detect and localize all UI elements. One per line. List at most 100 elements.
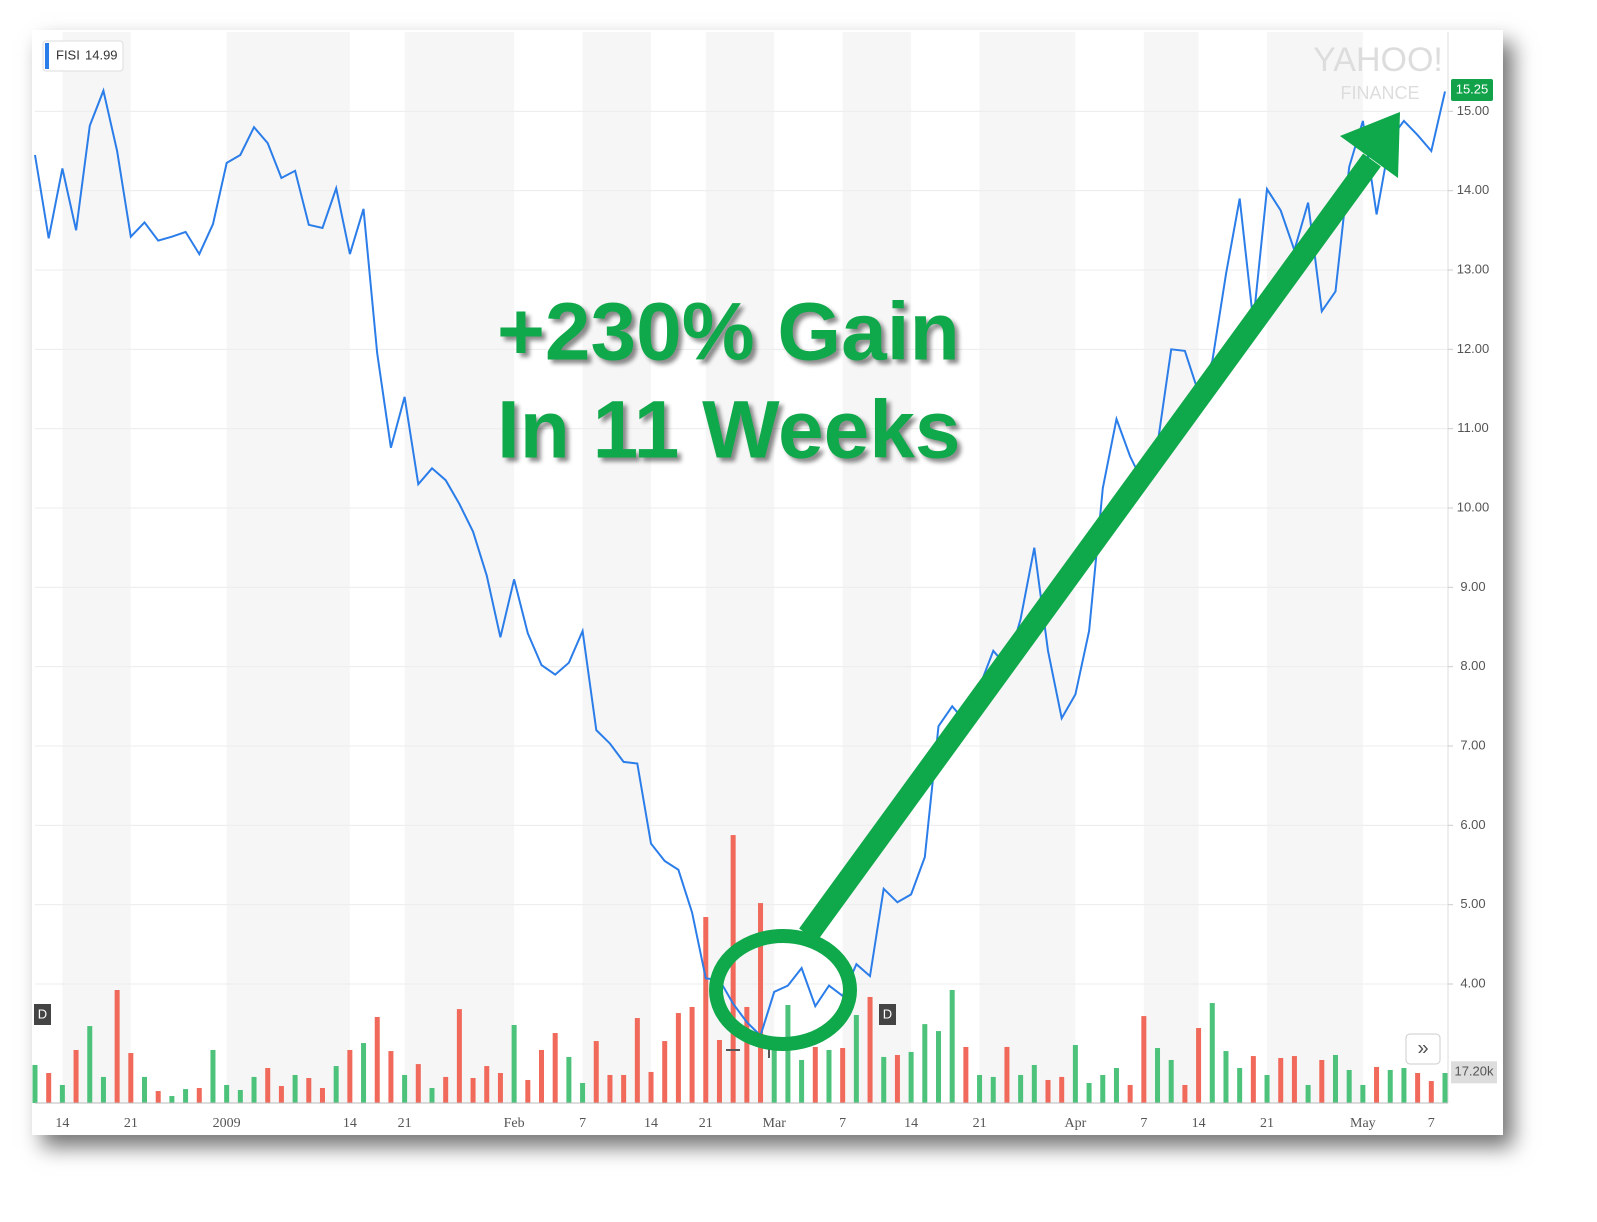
volume-bar [758, 903, 764, 1103]
volume-bar [949, 990, 955, 1103]
volume-bar [470, 1078, 476, 1103]
week-band [62, 32, 131, 1103]
volume-bar [675, 1013, 681, 1103]
volume-bar [607, 1074, 613, 1103]
volume-bar [443, 1076, 449, 1103]
volume-bar [237, 1089, 243, 1103]
volume-bar [634, 1018, 640, 1103]
week-band [404, 32, 515, 1103]
annotation: In 11 Weeks [497, 385, 960, 476]
y2-tick-box [1451, 1061, 1497, 1084]
x-tick-label: 14 [1192, 1116, 1206, 1131]
logo-bottom: FINANCE [1340, 83, 1419, 103]
x-tick-label: 2009 [213, 1116, 241, 1131]
volume-bar [552, 1033, 558, 1103]
volume-bar [1072, 1044, 1078, 1103]
y-tick-label: 10.00 [1457, 499, 1490, 514]
volume-bar [1387, 1069, 1393, 1103]
volume-bar [374, 1016, 380, 1103]
axes: 14 21 2009 14 21 Feb 7 14 21 Mar 7 14 21 Apr 7 14 21 May 7… [55, 103, 1497, 1131]
volume-bar [456, 1009, 462, 1103]
volume-bar [46, 1073, 52, 1103]
legend-box [42, 40, 124, 72]
volume-bar [539, 1049, 545, 1103]
volume-bar [826, 1049, 832, 1103]
x-tick-label: Feb [504, 1116, 525, 1131]
y-tick-label: 14.00 [1457, 182, 1490, 197]
event-marker[interactable] [879, 1004, 896, 1025]
volume-bar [894, 1054, 900, 1103]
x-tick-label: 14 [904, 1116, 918, 1131]
legend-name: FISI [56, 47, 80, 62]
x-tick-label: 21 [1260, 1116, 1274, 1131]
volume-bar [1031, 1064, 1037, 1103]
scroll-button-label: » [1417, 1037, 1428, 1059]
volume-bar [292, 1074, 298, 1103]
volume-bar [1291, 1056, 1297, 1103]
trend-arrow-head [1340, 112, 1400, 178]
x-tick-label: 7 [579, 1116, 586, 1131]
volume-bar [497, 1073, 503, 1103]
volume-bar [1045, 1079, 1051, 1103]
x-tick-label: 21 [124, 1116, 138, 1131]
volume-bar [977, 1074, 983, 1103]
y-tick-label: 9.00 [1460, 579, 1485, 594]
volume-bar [278, 1086, 284, 1103]
volume-bar [155, 1091, 161, 1103]
volume-bar [689, 1006, 695, 1103]
x-tick-label: 7 [1140, 1116, 1147, 1131]
volume-bar [1264, 1074, 1270, 1103]
volume-bar [525, 1079, 531, 1103]
volume-bar [32, 1064, 38, 1103]
volume-bar [771, 1044, 777, 1103]
volume-bar [114, 990, 120, 1103]
volume-bar [100, 1076, 106, 1103]
y-tick-label: 7.00 [1460, 737, 1485, 752]
week-band [842, 32, 912, 1103]
volume-bar [59, 1084, 65, 1103]
y-tick-label: 12.00 [1457, 341, 1490, 356]
x-tick-label: 14 [343, 1116, 357, 1131]
volume-bar [1182, 1084, 1188, 1103]
volume-bar [210, 1049, 216, 1103]
volume-bar [128, 1053, 134, 1103]
volume-bar [402, 1074, 408, 1103]
grid [35, 110, 1448, 985]
volume-bar [1059, 1076, 1065, 1103]
highlight-circle [709, 929, 857, 1051]
last-price-label: 15.25 [1456, 81, 1489, 96]
event-marker[interactable] [34, 1004, 51, 1025]
x-tick-label: 7 [1428, 1116, 1435, 1131]
volume-bar [840, 1048, 846, 1103]
volume-bar [1018, 1074, 1024, 1103]
y-tick-label: 6.00 [1460, 817, 1485, 832]
volume-bar [1332, 1054, 1338, 1103]
x-tick-label: 21 [398, 1116, 412, 1131]
y-tick-label: 5.00 [1460, 896, 1485, 911]
volume-bars [32, 835, 1448, 1103]
volume-bar [853, 1014, 859, 1103]
volume-bar [484, 1066, 490, 1103]
volume-bar [511, 1024, 517, 1103]
volume-bar [1305, 1084, 1311, 1103]
volume-bar [716, 1039, 722, 1103]
volume-bar [785, 1005, 791, 1103]
volume-bar [1004, 1046, 1010, 1103]
volume-bar [867, 996, 873, 1103]
x-tick-label: Apr [1064, 1116, 1086, 1131]
y-tick-label: 15.00 [1457, 103, 1490, 118]
volume-bar [1100, 1074, 1106, 1103]
volume-bar [1401, 1068, 1407, 1103]
volume-bar [1127, 1084, 1133, 1103]
y-tick-label: 4.00 [1460, 975, 1485, 990]
volume-bar [1113, 1068, 1119, 1103]
x-tick-label: 21 [973, 1116, 987, 1131]
scroll-button[interactable] [1405, 1033, 1441, 1065]
volume-bar [1319, 1059, 1325, 1103]
volume-bar [1209, 1003, 1215, 1103]
week-band [226, 32, 350, 1103]
volume-bar [1223, 1051, 1229, 1103]
volume-bar [990, 1076, 996, 1103]
volume-bar [196, 1088, 202, 1103]
